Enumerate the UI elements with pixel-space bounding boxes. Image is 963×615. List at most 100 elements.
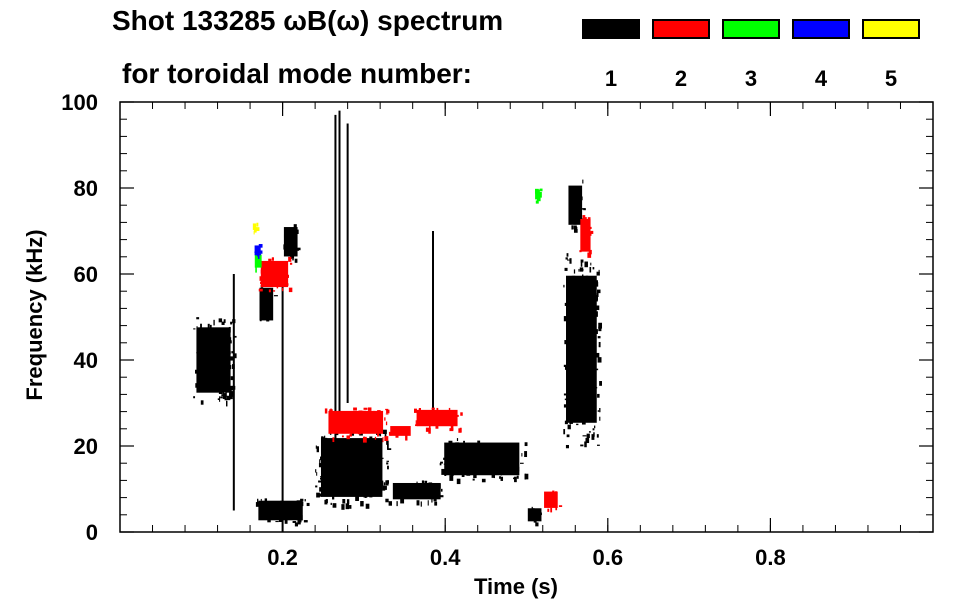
mode-1-speck bbox=[386, 462, 389, 465]
mode-1-speck bbox=[230, 356, 234, 361]
mode-2-speck bbox=[349, 434, 352, 437]
mode-1-speck bbox=[448, 440, 453, 446]
mode-2-speck bbox=[587, 217, 591, 219]
mode-1-speck bbox=[456, 444, 461, 451]
mode-1-speck bbox=[267, 503, 271, 508]
mode-1-speck bbox=[326, 455, 330, 459]
mode-1-speck bbox=[513, 452, 518, 456]
legend-caption: for toroidal mode number: bbox=[122, 58, 472, 89]
mode-1-speck bbox=[576, 423, 579, 426]
mode-1-speck bbox=[400, 498, 405, 504]
mode-1-speck bbox=[376, 483, 380, 485]
mode-1-speck bbox=[591, 320, 595, 324]
mode-2-speck bbox=[366, 426, 369, 430]
mode-2-speck bbox=[585, 220, 588, 222]
mode-1-speck bbox=[288, 508, 291, 512]
mode-1-speck bbox=[334, 473, 337, 479]
mode-1-speck bbox=[196, 326, 198, 328]
mode-2-speck bbox=[413, 408, 417, 413]
legend-swatch-5 bbox=[862, 19, 920, 39]
mode-1-speck bbox=[386, 440, 389, 445]
mode-1-speck bbox=[570, 404, 574, 406]
mode-1-speck bbox=[287, 233, 289, 237]
mode-1-speck bbox=[500, 471, 502, 476]
mode-2-speck bbox=[377, 410, 381, 414]
mode-1-speck bbox=[354, 464, 357, 466]
mode-2-speck bbox=[358, 410, 361, 414]
mode-1-speck bbox=[494, 471, 498, 474]
mode-1-speck bbox=[196, 351, 198, 354]
mode-2-speck bbox=[458, 428, 462, 433]
mode-1-speck bbox=[573, 221, 577, 225]
mode-1-speck bbox=[209, 352, 211, 355]
mode-1-speck bbox=[321, 460, 323, 464]
mode-2-speck bbox=[382, 437, 384, 443]
mode-1-speck bbox=[582, 435, 587, 437]
mode-1-speck bbox=[461, 473, 465, 477]
x-axis-label: Time (s) bbox=[474, 574, 558, 599]
mode-1-speck bbox=[584, 261, 588, 268]
mode-1-speck bbox=[382, 430, 387, 433]
mode-2-speck bbox=[341, 424, 345, 428]
mode-1-speck bbox=[504, 466, 508, 468]
mode-2-speck bbox=[590, 230, 594, 234]
mode-1-speck bbox=[572, 356, 576, 362]
mode-1-speck bbox=[323, 476, 327, 478]
mode-1-speck bbox=[592, 344, 594, 349]
mode-1-speck bbox=[578, 349, 580, 354]
mode-1-speck bbox=[214, 355, 219, 359]
mode-1-speck bbox=[366, 450, 369, 454]
mode-1-speck bbox=[317, 493, 322, 497]
mode-1-speck bbox=[574, 384, 578, 386]
mode-1-speck bbox=[292, 244, 296, 246]
legend-swatch-3 bbox=[722, 19, 780, 39]
mode-3-speck bbox=[255, 267, 257, 273]
mode-1-speck bbox=[582, 402, 585, 405]
mode-1-speck bbox=[598, 322, 603, 329]
mode-2-speck bbox=[341, 435, 344, 438]
mode-1-speck bbox=[209, 333, 212, 336]
mode-2-speck bbox=[274, 271, 276, 276]
mode-1-speck bbox=[219, 396, 221, 402]
mode-2-speck bbox=[258, 288, 263, 292]
mode-1-speck bbox=[229, 365, 232, 370]
mode-1-speck bbox=[221, 394, 223, 397]
mode-1-speck bbox=[347, 486, 351, 489]
mode-1-speck bbox=[379, 472, 382, 476]
x-tick-label: 0.2 bbox=[267, 545, 298, 570]
mode-1-speck bbox=[569, 422, 573, 424]
mode-2-speck bbox=[367, 416, 372, 421]
mode-1-speck bbox=[315, 485, 318, 488]
mode-1-speck bbox=[369, 436, 373, 442]
mode-1-speck bbox=[332, 493, 335, 500]
mode-1-speck bbox=[568, 375, 571, 381]
mode-1-speck bbox=[592, 381, 596, 388]
mode-1-speck bbox=[217, 347, 220, 351]
mode-1-speck bbox=[223, 345, 227, 349]
mode-2-speck bbox=[551, 494, 555, 501]
mode-1-speck bbox=[486, 450, 489, 457]
mode-1-speck bbox=[594, 368, 599, 371]
mode-2-speck bbox=[418, 409, 421, 413]
mode-1-speck bbox=[590, 370, 595, 376]
mode-1-speck bbox=[380, 438, 382, 444]
mode-2-speck bbox=[384, 417, 386, 421]
mode-1-speck bbox=[596, 271, 600, 276]
mode-1-speck bbox=[362, 450, 366, 453]
mode-2-speck bbox=[350, 428, 353, 432]
mode-1-speck bbox=[569, 419, 571, 425]
mode-1-speck bbox=[351, 487, 353, 493]
mode-1-speck bbox=[369, 492, 373, 498]
mode-2-speck bbox=[284, 273, 288, 279]
mode-1-speck bbox=[283, 234, 287, 238]
mode-1-speck bbox=[576, 350, 578, 357]
mode-1-speck bbox=[579, 380, 583, 387]
mode-1-speck bbox=[420, 501, 422, 507]
mode-1-speck bbox=[405, 489, 409, 493]
mode-1-speck bbox=[384, 431, 387, 438]
mode-2-speck bbox=[289, 262, 293, 265]
mode-1-speck bbox=[578, 277, 582, 283]
mode-2-speck bbox=[380, 426, 383, 428]
mode-2-speck bbox=[388, 431, 392, 436]
mode-2-speck bbox=[405, 429, 407, 434]
